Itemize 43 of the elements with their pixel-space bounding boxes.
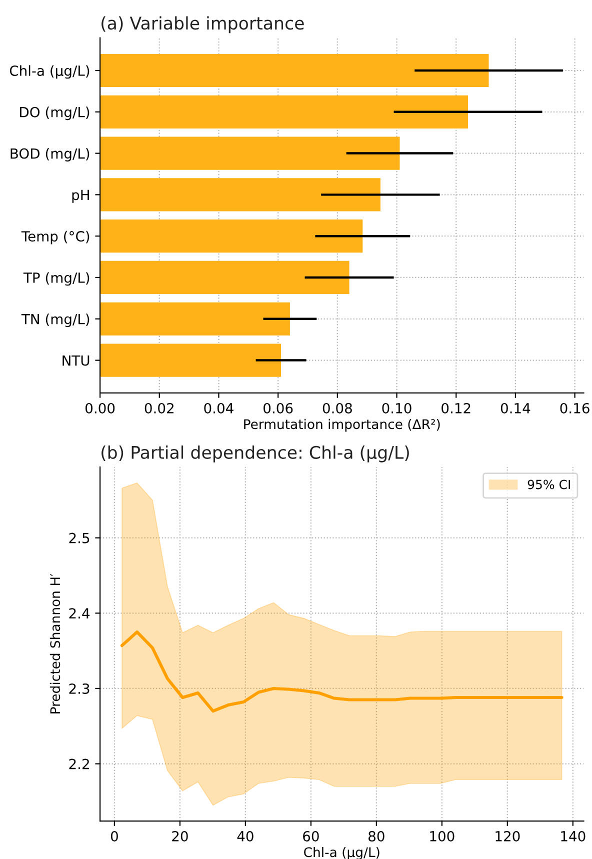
y-tick-label: 2.4	[69, 608, 90, 618]
x-tick-label: 0.08	[322, 402, 352, 414]
x-tick-label: 80	[368, 831, 384, 842]
bar	[100, 302, 290, 336]
bar	[100, 136, 400, 170]
y-tick-label: TP (mg/L)	[23, 272, 90, 286]
bar	[100, 95, 468, 128]
x-tick-label: 0.04	[204, 402, 234, 414]
y-tick-label: 2.5	[69, 532, 90, 544]
bar	[100, 260, 350, 294]
x-tick-label: 0.12	[442, 402, 470, 414]
bar	[100, 54, 489, 88]
y-tick-label: Chl-a (µg/L)	[10, 65, 90, 79]
line-series	[120, 630, 564, 713]
y-axis-title: Predicted Shannon H′	[50, 574, 60, 714]
y-tick-label: 2.2	[69, 758, 89, 770]
y-tick-label: 2.3	[69, 683, 90, 694]
y-tick-label: BOD (mg/L)	[10, 148, 90, 162]
x-tick-label: 100	[430, 831, 454, 842]
y-tick-label: TN (mg/L)	[21, 314, 90, 328]
x-tick-label: 0.16	[560, 402, 590, 414]
y-tick-label: NTU	[62, 355, 90, 366]
y-tick-label: pH	[72, 190, 89, 203]
x-tick-label: 120	[496, 831, 520, 842]
x-tick-label: 20	[172, 831, 188, 842]
bar	[100, 220, 363, 253]
chart-title: (a) Variable importance	[102, 16, 304, 34]
x-tick-label: 0.06	[264, 402, 293, 414]
chart-title: (b) Partial dependence: Chl-a (µg/L)	[102, 446, 409, 462]
x-tick-label: 0	[110, 831, 118, 842]
y-tick-label: Temp (°C)	[21, 230, 90, 244]
x-tick-label: 140	[561, 831, 586, 842]
x-tick-label: 0.00	[86, 402, 115, 414]
x-tick-label: 0.10	[382, 402, 412, 414]
legend-label: 95% CI	[528, 480, 570, 490]
y-tick-label: DO (mg/L)	[20, 106, 90, 120]
x-tick-label: 0.02	[144, 402, 174, 414]
x-tick-label: 60	[303, 831, 319, 842]
x-tick-label: 0.14	[500, 402, 530, 414]
x-axis-title: Permutation importance (ΔR²)	[244, 418, 440, 432]
bar	[100, 178, 380, 212]
bar	[100, 344, 282, 377]
x-tick-label: 40	[237, 831, 254, 842]
